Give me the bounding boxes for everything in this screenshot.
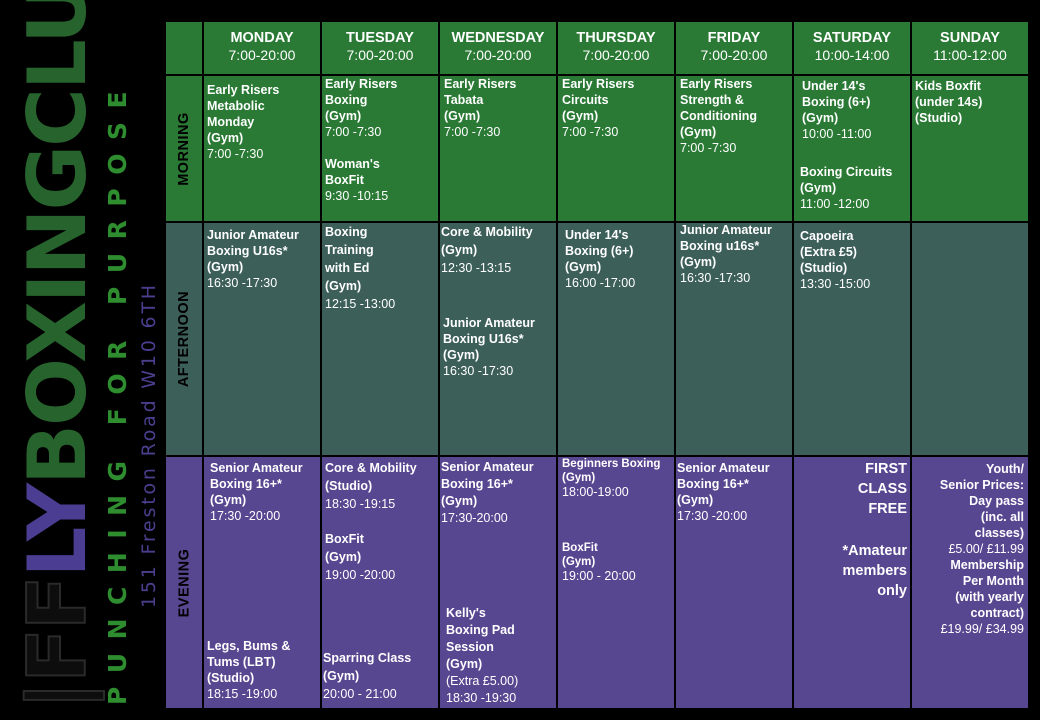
row-label-evening: EVENING: [166, 457, 202, 708]
address: 151 Freston Road W10 6TH: [138, 282, 160, 608]
cell-saturday-morning: Under 14's Boxing (6+) (Gym) 10:00 -11:00…: [794, 76, 910, 221]
day-header-thursday: THURSDAY 7:00-20:00: [558, 22, 674, 74]
tagline: PUNCHING FOR PURPOSE: [103, 77, 132, 705]
cell-thursday-morning: Early Risers Circuits (Gym) 7:00 -7:30: [558, 76, 674, 221]
class-block: Core & Mobility (Gym) 12:30 -13:15: [441, 225, 533, 275]
class-block: Early Risers Strength & Conditioning (Gy…: [680, 77, 758, 155]
class-block: Junior Amateur Boxing U16s* (Gym) 16:30 -…: [443, 316, 535, 378]
class-block: Junior Amateur Boxing u16s* (Gym) 16:30 -…: [680, 223, 772, 285]
cell-tuesday-afternoon: Boxing Training with Ed (Gym) 12:15 -13:0…: [322, 223, 438, 455]
class-block: BoxFit (Gym) 19:00 -20:00: [325, 532, 396, 582]
class-block: Kelly's Boxing Pad Session (Gym) (Extra £…: [446, 606, 519, 705]
cell-tuesday-evening: Core & Mobility (Studio) 18:30 -19:15 Box…: [322, 457, 438, 708]
cell-wednesday-afternoon: Core & Mobility (Gym) 12:30 -13:15 Junior…: [440, 223, 556, 455]
cell-wednesday-morning: Early Risers Tabata (Gym) 7:00 -7:30: [440, 76, 556, 221]
class-block: Early Risers Boxing (Gym) 7:00 -7:30: [325, 77, 398, 139]
row-label-afternoon: AFTERNOON: [166, 223, 202, 455]
class-block: Senior Amateur Boxing 16+* (Gym) 17:30-20…: [441, 460, 534, 525]
first-class-free: FIRST CLASS FREE: [857, 461, 907, 517]
class-block: Core & Mobility (Studio) 18:30 -19:15: [325, 461, 417, 511]
class-block: Capoeira (Extra £5) (Studio) 13:30 -15:00: [800, 229, 871, 291]
club-logo: |FFLYBOXINGCLUB: [10, 0, 105, 711]
day-header-monday: MONDAY 7:00-20:00: [204, 22, 320, 74]
day-header-friday: FRIDAY 7:00-20:00: [676, 22, 792, 74]
brand-sidebar: |FFLYBOXINGCLUB PUNCHING FOR PURPOSE 151…: [0, 0, 165, 720]
class-block: Early Risers Metabolic Monday (Gym) 7:00 …: [207, 83, 280, 161]
cell-saturday-evening: FIRST CLASS FREE *Amateur members only: [794, 457, 910, 708]
class-block: Early Risers Circuits (Gym) 7:00 -7:30: [562, 77, 635, 139]
day-header-wednesday: WEDNESDAY 7:00-20:00: [440, 22, 556, 74]
cell-monday-morning: Early Risers Metabolic Monday (Gym) 7:00 …: [204, 76, 320, 221]
header-corner: [166, 22, 202, 74]
cell-friday-evening: Senior Amateur Boxing 16+* (Gym) 17:30 -2…: [676, 457, 792, 708]
day-header-tuesday: TUESDAY 7:00-20:00: [322, 22, 438, 74]
class-block: Junior Amateur Boxing U16s* (Gym) 16:30 -…: [207, 228, 299, 290]
cell-saturday-afternoon: Capoeira (Extra £5) (Studio) 13:30 -15:00: [794, 223, 910, 455]
class-block: Senior Amateur Boxing 16+* (Gym) 17:30 -2…: [210, 461, 303, 523]
class-block: Early Risers Tabata (Gym) 7:00 -7:30: [444, 77, 517, 139]
timetable: MONDAY 7:00-20:00 TUESDAY 7:00-20:00 WEDNE…: [166, 22, 1028, 708]
cell-friday-morning: Early Risers Strength & Conditioning (Gy…: [676, 76, 792, 221]
cell-friday-afternoon: Junior Amateur Boxing u16s* (Gym) 16:30 -…: [676, 223, 792, 455]
class-block: Under 14's Boxing (6+) (Gym) 16:00 -17:00: [565, 228, 636, 290]
day-header-saturday: SATURDAY 10:00-14:00: [794, 22, 910, 74]
class-block: Legs, Bums & Tums (LBT) (Studio) 18:15 -1…: [207, 639, 291, 701]
cell-thursday-evening: Beginners Boxing (Gym) 18:00-19:00 BoxFit…: [558, 457, 674, 708]
cell-monday-afternoon: Junior Amateur Boxing U16s* (Gym) 16:30 -…: [204, 223, 320, 455]
class-block: Under 14's Boxing (6+) (Gym) 10:00 -11:00: [802, 79, 872, 141]
class-block: BoxFit (Gym) 19:00 - 20:00: [562, 542, 636, 583]
pricing-info: Youth/ Senior Prices: Day pass (inc. all…: [939, 462, 1024, 636]
cell-tuesday-morning: Early Risers Boxing (Gym) 7:00 -7:30 Woma…: [322, 76, 438, 221]
cell-wednesday-evening: Senior Amateur Boxing 16+* (Gym) 17:30-20…: [440, 457, 556, 708]
class-block: Senior Amateur Boxing 16+* (Gym) 17:30 -2…: [677, 461, 770, 523]
day-header-sunday: SUNDAY 11:00-12:00: [912, 22, 1028, 74]
row-label-morning: MORNING: [166, 76, 202, 221]
class-block: Boxing Training with Ed (Gym) 12:15 -13:0…: [325, 225, 396, 311]
class-block: Kids Boxfit (under 14s) (Studio): [915, 79, 983, 125]
cell-sunday-morning: Kids Boxfit (under 14s) (Studio): [912, 76, 1028, 221]
class-block: Woman's BoxFit 9:30 -10:15: [325, 157, 389, 203]
class-block: Sparring Class (Gym) 20:00 - 21:00: [323, 651, 412, 701]
class-block: Beginners Boxing (Gym) 18:00-19:00: [562, 458, 661, 499]
class-block: Boxing Circuits (Gym) 11:00 -12:00: [800, 165, 893, 211]
cell-sunday-evening: Youth/ Senior Prices: Day pass (inc. all…: [912, 457, 1028, 708]
cell-sunday-afternoon: [912, 223, 1028, 455]
cell-thursday-afternoon: Under 14's Boxing (6+) (Gym) 16:00 -17:00: [558, 223, 674, 455]
amateur-members-note: *Amateur members only: [842, 543, 907, 599]
cell-monday-evening: Senior Amateur Boxing 16+* (Gym) 17:30 -2…: [204, 457, 320, 708]
